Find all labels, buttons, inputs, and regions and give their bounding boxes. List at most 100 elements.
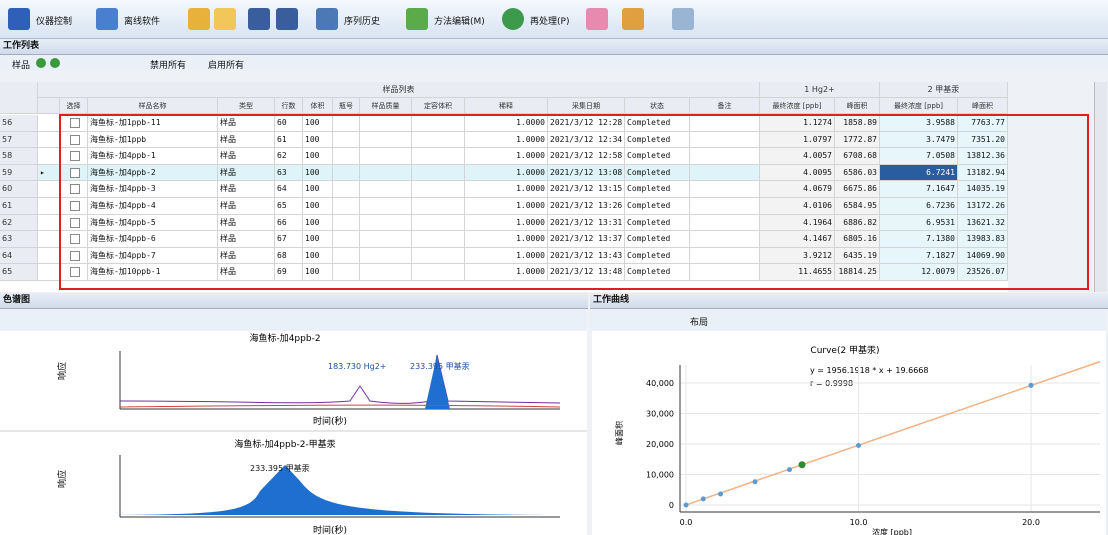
toolbar-button[interactable]: 离线软件: [124, 17, 161, 27]
table-cell: [690, 181, 760, 198]
table-cell: [690, 214, 760, 232]
panel-title: 工作列表: [0, 39, 1108, 55]
table-cell: 7.1827: [880, 247, 958, 265]
table-cell: 68: [275, 247, 303, 265]
panel-title: 工作曲线: [590, 293, 1108, 309]
group-header: 样品列表: [38, 82, 760, 98]
icon: [8, 8, 30, 30]
column-header: 定容体积: [412, 98, 465, 114]
table-cell: 2021/3/12 12:28:59: [548, 115, 625, 132]
table-cell: 样品: [218, 148, 275, 165]
table-cell: 6584.95: [835, 198, 880, 215]
icon: [50, 58, 60, 68]
table-cell: 100: [303, 264, 333, 281]
table-cell: [360, 231, 412, 248]
table-cell: 2021/3/12 12:34:36: [548, 131, 625, 149]
checkbox[interactable]: [70, 134, 80, 145]
table-cell: [333, 198, 360, 215]
table-cell: 2021/3/12 13:37:32: [548, 231, 625, 248]
column-header: 最终浓度 [ppb]: [880, 98, 958, 114]
toolbar-button[interactable]: 布局: [690, 318, 709, 328]
table-cell: 样品: [218, 247, 275, 265]
column-header: 体积: [303, 98, 333, 114]
row-indicator: [38, 231, 60, 248]
table-cell: [690, 247, 760, 265]
table-cell: [333, 164, 360, 182]
table-cell: [412, 115, 465, 132]
baseline: [119, 404, 561, 408]
table-cell: 海鱼标-加4ppb-6: [88, 231, 218, 248]
table-cell: 6.7241: [880, 164, 958, 182]
checkbox[interactable]: [70, 250, 80, 261]
table-cell: 4.0057: [760, 148, 835, 165]
table-cell: [333, 131, 360, 149]
table-cell: 样品: [218, 214, 275, 232]
table-cell: 6805.16: [835, 231, 880, 248]
toolbar-button[interactable]: 禁用所有: [150, 61, 187, 71]
y-tick-label: 30,000: [646, 409, 674, 418]
x-label: 浓度 [ppb]: [872, 527, 912, 535]
x-tick-label: 20.0: [1022, 518, 1040, 527]
row-indicator: [38, 247, 60, 265]
column-header: 最终浓度 [ppb]: [760, 98, 835, 114]
column-header: 样品名称: [88, 98, 218, 114]
table-cell: 13621.32: [958, 214, 1008, 232]
table-cell: Completed: [625, 181, 690, 198]
peak: [425, 355, 450, 409]
table-cell: 14069.90: [958, 247, 1008, 265]
column-header: 行数: [275, 98, 303, 114]
checkbox[interactable]: [70, 201, 80, 211]
table-cell: 海鱼标-加4ppb-1: [88, 148, 218, 165]
table-cell: Completed: [625, 115, 690, 132]
table-cell: [60, 264, 88, 281]
toolbar-button[interactable]: 方法编辑(M): [434, 17, 485, 27]
table-cell: 4.0106: [760, 198, 835, 215]
toolbar-button[interactable]: 启用所有: [208, 61, 245, 71]
column-header: 峰面积: [835, 98, 880, 114]
table-cell: [333, 115, 360, 132]
table-cell: 11.4655: [760, 264, 835, 281]
table-cell: Completed: [625, 247, 690, 265]
table-cell: [360, 164, 412, 182]
checkbox[interactable]: [70, 151, 80, 162]
table-cell: 13182.94: [958, 164, 1008, 182]
table-cell: 13812.36: [958, 148, 1008, 165]
table-cell: 2021/3/12 13:08:26: [548, 164, 625, 182]
header-cell: [0, 82, 38, 114]
point: [1028, 382, 1034, 388]
table-cell: [60, 115, 88, 132]
row-indicator: [38, 181, 60, 198]
table-cell: Completed: [625, 231, 690, 248]
group-header: 2 甲基汞: [880, 82, 1008, 98]
table-cell: 6435.19: [835, 247, 880, 265]
table-cell: 13983.83: [958, 231, 1008, 248]
header-cell: [38, 98, 60, 114]
column-header: 选择: [60, 98, 88, 114]
row-number: 64: [0, 247, 38, 265]
checkbox[interactable]: [70, 184, 80, 195]
toolbar-button[interactable]: 样品: [12, 61, 31, 71]
table-cell: [60, 181, 88, 198]
table-cell: 23526.07: [958, 264, 1008, 281]
table-cell: 7351.20: [958, 131, 1008, 149]
toolbar-button[interactable]: 再处理(P): [530, 17, 570, 27]
checkbox[interactable]: [70, 234, 80, 245]
toolbar-button[interactable]: 仪器控制: [36, 17, 73, 27]
row-number: 56: [0, 115, 38, 132]
checkbox[interactable]: [70, 267, 80, 278]
table-cell: 2021/3/12 13:26:18: [548, 198, 625, 215]
toolbar-button[interactable]: 序列历史: [344, 17, 381, 27]
checkbox[interactable]: [70, 217, 80, 228]
plot-bg: [592, 331, 1106, 535]
x-label: 时间(秒): [313, 415, 347, 427]
trace: [119, 354, 561, 404]
table-cell: [333, 148, 360, 165]
curve-chart: Curve(2 甲基汞) y = 1956.1918 * x + 19.6668 r…: [592, 331, 1106, 535]
point: [718, 491, 724, 497]
checkbox[interactable]: [70, 167, 80, 178]
table-cell: 100: [303, 131, 333, 149]
table-cell: 66: [275, 214, 303, 232]
y-tick-label: 40,000: [646, 379, 674, 388]
chart-title: Curve(2 甲基汞): [810, 344, 879, 356]
checkbox[interactable]: [70, 118, 80, 128]
